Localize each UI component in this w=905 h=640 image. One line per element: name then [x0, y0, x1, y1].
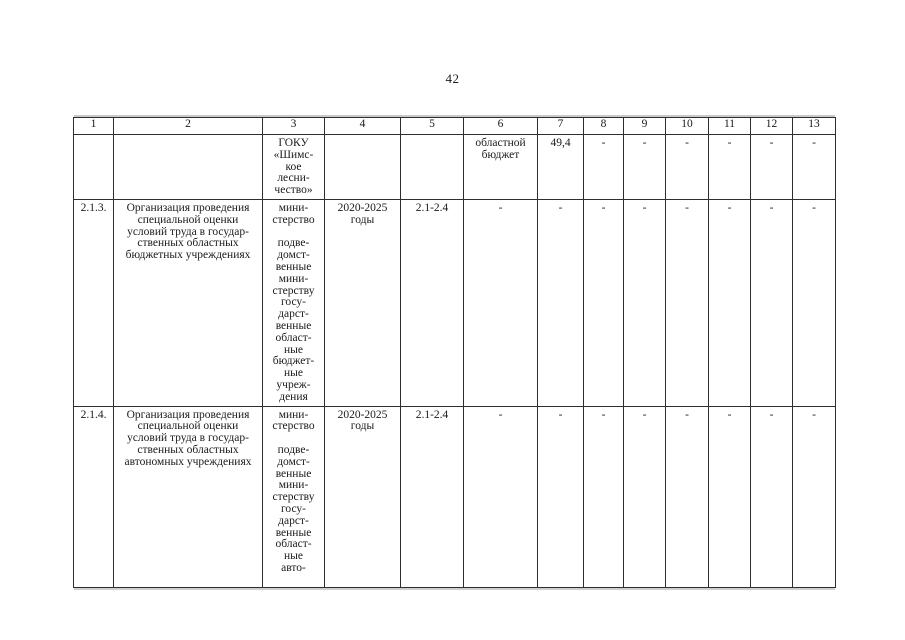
column-header: 2 — [113, 117, 263, 135]
cell-tasks: 2.1-2.4 — [400, 405, 464, 588]
cell-amount: 49,4 — [537, 134, 584, 200]
column-header: 10 — [665, 117, 709, 135]
cell-tasks — [400, 134, 464, 200]
table-row-2-1-4: 2.1.4. Организация проведения специально… — [73, 405, 836, 588]
column-header: 8 — [583, 117, 624, 135]
cell-amount: - — [537, 405, 584, 588]
cell-period — [324, 134, 401, 200]
page-number: 42 — [445, 71, 460, 86]
program-activities-table: 1 2 3 4 5 6 7 8 9 10 11 12 13 ГОКУ «Шимс… — [73, 117, 836, 588]
cell-amount: - — [665, 134, 709, 200]
cell-funding-source: - — [463, 198, 538, 407]
cell-period: 2020-2025 годы — [324, 198, 401, 407]
column-header: 11 — [708, 117, 751, 135]
cell-executor: ГОКУ «Шимс- кое лесни- чество» — [262, 134, 325, 200]
cell-activity-name: Организация проведения специальной оценк… — [113, 198, 263, 407]
cell-item-number: 2.1.3. — [73, 198, 114, 407]
cell-amount: - — [708, 198, 751, 407]
cell-period: 2020-2025 годы — [324, 405, 401, 588]
cell-amount: - — [792, 134, 836, 200]
cell-amount: - — [623, 198, 666, 407]
cell-amount: - — [583, 405, 624, 588]
table-header-row: 1 2 3 4 5 6 7 8 9 10 11 12 13 — [73, 117, 836, 135]
cell-executor: мини- стерство подве- домст- венные мини… — [262, 198, 325, 407]
column-header: 3 — [262, 117, 325, 135]
cell-item-number — [73, 134, 114, 200]
cell-amount: - — [583, 198, 624, 407]
column-header: 13 — [792, 117, 836, 135]
cell-amount: - — [665, 198, 709, 407]
column-header: 1 — [73, 117, 114, 135]
cell-amount: - — [708, 405, 751, 588]
cell-activity-name — [113, 134, 263, 200]
cell-item-number: 2.1.4. — [73, 405, 114, 588]
cell-amount: - — [750, 134, 793, 200]
cell-amount: - — [750, 198, 793, 407]
cell-amount: - — [623, 405, 666, 588]
cell-amount: - — [583, 134, 624, 200]
cell-amount: - — [792, 405, 836, 588]
cell-funding-source: областной бюджет — [463, 134, 538, 200]
column-header: 5 — [400, 117, 464, 135]
cell-amount: - — [750, 405, 793, 588]
cell-executor: мини- стерство подве- домст- венные мини… — [262, 405, 325, 588]
column-header: 12 — [750, 117, 793, 135]
table-row-carryover: ГОКУ «Шимс- кое лесни- чество» областной… — [73, 134, 836, 200]
cell-funding-source: - — [463, 405, 538, 588]
cell-amount: - — [708, 134, 751, 200]
cell-amount: - — [623, 134, 666, 200]
column-header: 6 — [463, 117, 538, 135]
column-header: 9 — [623, 117, 666, 135]
table-row-2-1-3: 2.1.3. Организация проведения специально… — [73, 198, 836, 407]
cell-amount: - — [792, 198, 836, 407]
cell-amount: - — [537, 198, 584, 407]
column-header: 4 — [324, 117, 401, 135]
cell-activity-name: Организация проведения специальной оценк… — [113, 405, 263, 588]
cell-tasks: 2.1-2.4 — [400, 198, 464, 407]
column-header: 7 — [537, 117, 584, 135]
cell-amount: - — [665, 405, 709, 588]
